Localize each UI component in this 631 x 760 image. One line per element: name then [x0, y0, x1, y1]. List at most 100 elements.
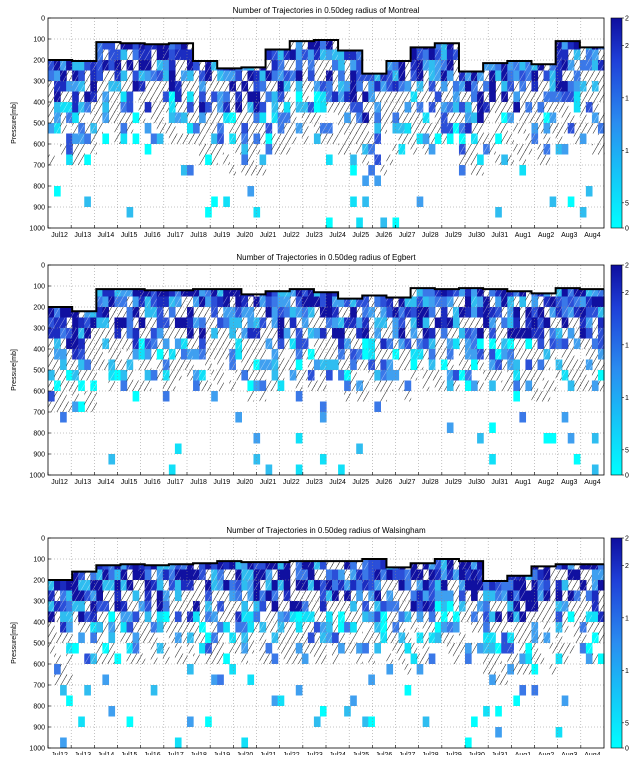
hatch-region: [555, 370, 563, 381]
cell-hatch: [102, 317, 110, 328]
hatch-region: [313, 307, 321, 318]
hatch-region: [410, 611, 418, 622]
cell-hatch: [60, 622, 67, 633]
hatch-region: [501, 359, 508, 370]
hatch-region: [380, 349, 388, 360]
data-cell: [235, 622, 242, 633]
hatch-region: [501, 380, 508, 391]
hatch-region: [398, 91, 406, 102]
colorbar-tick-label: 2: [625, 43, 629, 50]
data-cell: [440, 580, 448, 591]
data-cell: [434, 622, 442, 633]
hatch-region: [289, 622, 297, 633]
y-tick-label: 600: [33, 142, 45, 149]
cell-hatch: [507, 632, 514, 643]
cell-hatch: [72, 580, 79, 591]
data-cell: [84, 196, 91, 207]
hatch-region: [404, 70, 412, 81]
data-cell: [495, 296, 502, 307]
cell-hatch: [168, 102, 176, 113]
data-cell: [283, 569, 291, 580]
cell-hatch: [392, 601, 400, 612]
hatch-region: [422, 632, 430, 643]
data-cell: [120, 370, 128, 381]
data-cell: [344, 81, 351, 92]
cell-hatch: [525, 61, 533, 71]
data-cell: [307, 49, 315, 60]
data-cell: [132, 569, 140, 580]
hatch-region: [591, 91, 599, 102]
hatch-region: [483, 289, 490, 297]
hatch-region: [205, 359, 212, 370]
data-cell: [362, 175, 369, 186]
cell-hatch: [48, 328, 55, 339]
data-cell: [519, 685, 527, 696]
hatch-region: [531, 643, 539, 654]
hatch-region: [120, 338, 128, 349]
hatch-region: [386, 102, 394, 113]
cell-hatch: [295, 349, 303, 360]
cell-hatch: [410, 91, 418, 102]
hatch-region: [440, 133, 448, 144]
hatch-region: [265, 328, 273, 339]
cell-hatch: [193, 569, 200, 580]
data-cell: [180, 317, 188, 328]
hatch-region: [555, 317, 563, 328]
hatch-region: [90, 349, 97, 360]
data-cell: [410, 47, 418, 50]
data-cell: [156, 565, 164, 570]
hatch-region: [452, 328, 460, 339]
cell-hatch: [356, 569, 363, 580]
data-cell: [168, 70, 176, 81]
cell-hatch: [344, 561, 351, 570]
data-cell: [356, 102, 363, 113]
cell-hatch: [513, 370, 520, 381]
cell-hatch: [102, 580, 110, 591]
y-tick-label: 700: [33, 163, 45, 170]
cell-hatch: [446, 622, 454, 633]
data-cell: [120, 564, 128, 570]
hatch-region: [235, 643, 242, 654]
hatch-region: [585, 91, 593, 102]
cell-hatch: [283, 70, 291, 81]
hatch-region: [543, 380, 551, 391]
cell-hatch: [537, 307, 545, 318]
data-cell: [350, 307, 357, 318]
hatch-region: [332, 611, 339, 622]
x-tick-label: Jul27: [399, 232, 416, 239]
hatch-region: [501, 674, 508, 685]
data-cell: [458, 102, 466, 113]
hatch-region: [368, 328, 375, 339]
hatch-region: [525, 580, 533, 591]
data-cell: [579, 296, 587, 307]
hatch-region: [537, 123, 545, 134]
hatch-region: [344, 60, 351, 71]
y-tick-label: 500: [33, 368, 45, 375]
hatch-region: [483, 91, 490, 102]
cell-hatch: [265, 580, 273, 591]
data-cell: [326, 49, 333, 60]
hatch-region: [507, 653, 514, 664]
hatch-region: [301, 328, 309, 339]
data-cell: [259, 154, 267, 165]
cell-hatch: [446, 370, 454, 381]
cell-hatch: [156, 60, 164, 71]
colorbar-tick-label: 2: [625, 16, 629, 23]
data-cell: [440, 590, 448, 601]
data-cell: [416, 133, 424, 144]
cell-hatch: [199, 349, 206, 360]
hatch-region: [597, 49, 605, 60]
hatch-region: [471, 154, 478, 165]
hatch-region: [108, 328, 116, 339]
hatch-region: [561, 590, 569, 601]
cell-hatch: [326, 70, 333, 81]
hatch-region: [114, 622, 122, 633]
data-cell: [150, 685, 158, 696]
hatch-region: [150, 60, 158, 71]
data-cell: [513, 580, 520, 591]
hatch-region: [120, 307, 128, 318]
hatch-region: [531, 653, 539, 664]
hatch-region: [374, 349, 381, 360]
data-cell: [48, 70, 55, 81]
data-cell: [180, 165, 188, 176]
